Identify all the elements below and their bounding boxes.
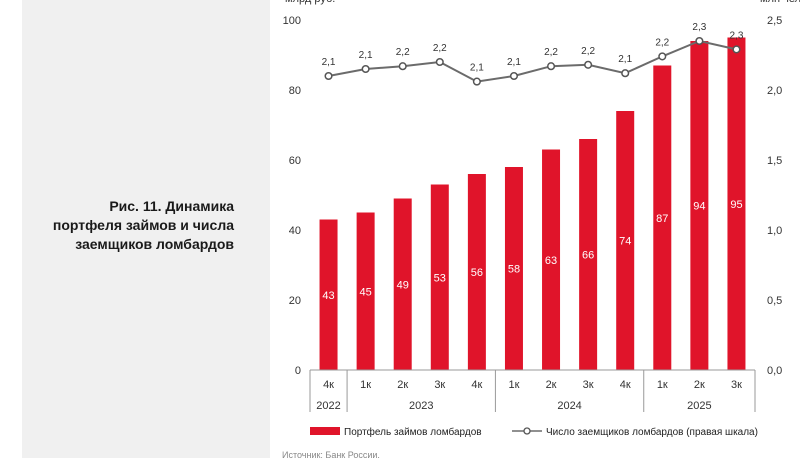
left-axis-tick: 60 xyxy=(289,155,301,167)
legend-swatch-bars xyxy=(310,427,340,435)
category-label: 4к xyxy=(471,379,482,391)
bar xyxy=(356,212,375,370)
line-value-label: 2,2 xyxy=(433,43,447,54)
line-value-label: 2,2 xyxy=(655,37,669,48)
bar-value-label: 53 xyxy=(434,272,446,284)
caption-line: портфеля займов и числа xyxy=(52,217,234,233)
line-value-label: 2,1 xyxy=(322,57,336,68)
bar-value-label: 87 xyxy=(656,213,668,225)
bar-value-label: 66 xyxy=(582,250,594,262)
line-value-label: 2,3 xyxy=(692,22,706,33)
right-axis-tick: 1,5 xyxy=(767,155,782,167)
bar xyxy=(542,149,561,370)
category-label: 2к xyxy=(694,379,705,391)
left-axis-tick: 20 xyxy=(289,295,301,307)
bar-value-label: 95 xyxy=(730,199,742,211)
bar xyxy=(690,41,709,370)
category-label: 4к xyxy=(323,379,334,391)
caption-panel xyxy=(22,0,270,458)
line-point xyxy=(546,62,556,71)
line-value-label: 2,1 xyxy=(359,50,373,61)
bar xyxy=(504,167,523,370)
bar-value-label: 74 xyxy=(619,236,631,248)
bar xyxy=(727,37,746,370)
line-series xyxy=(328,39,737,83)
right-axis-tick: 1,0 xyxy=(767,225,782,237)
bar xyxy=(616,111,635,370)
bar-value-label: 49 xyxy=(397,279,409,291)
category-label: 3к xyxy=(583,379,594,391)
category-label: 2к xyxy=(397,379,408,391)
left-axis-unit: млрд руб. xyxy=(285,0,335,5)
line-point xyxy=(584,60,593,69)
line-point xyxy=(695,36,704,46)
caption-line: заемщиков ломбардов xyxy=(75,236,234,252)
right-axis-unit: млн чел. xyxy=(760,0,800,5)
bar xyxy=(579,139,598,370)
source-note: Источник: Банк России. xyxy=(282,450,380,460)
left-axis-tick: 80 xyxy=(289,85,301,97)
line-point xyxy=(361,64,370,74)
bar xyxy=(467,174,486,370)
bar-value-label: 45 xyxy=(360,286,372,298)
line-point xyxy=(509,71,519,81)
left-axis-tick: 0 xyxy=(295,365,301,377)
right-axis-tick: 2,0 xyxy=(767,85,782,97)
category-label: 2к xyxy=(546,379,557,391)
bar xyxy=(319,219,338,370)
legend-label-line: Число заемщиков ломбардов (правая шкала) xyxy=(546,426,758,438)
line-value-label: 2,2 xyxy=(581,46,595,57)
year-label: 2023 xyxy=(409,400,433,412)
line-value-label: 2,2 xyxy=(396,47,410,58)
category-label: 1к xyxy=(360,379,371,391)
right-axis-tick: 0,0 xyxy=(767,365,782,377)
line-point xyxy=(324,71,333,81)
line-point xyxy=(472,77,481,86)
bar-value-label: 43 xyxy=(322,290,334,302)
caption-line: Рис. 11. Динамика xyxy=(109,198,234,214)
line-point xyxy=(732,45,741,54)
line-value-label: 2,2 xyxy=(544,47,558,58)
line-value-label: 2,3 xyxy=(730,30,744,41)
right-axis-tick: 0,5 xyxy=(767,295,782,307)
year-label: 2024 xyxy=(557,400,581,412)
line-point xyxy=(658,52,667,61)
left-axis-tick: 40 xyxy=(289,225,301,237)
category-label: 3к xyxy=(434,379,445,391)
left-axis-tick: 100 xyxy=(283,15,301,27)
bar-value-label: 94 xyxy=(693,201,705,213)
figure-caption: Рис. 11. Динамика портфеля займов и числ… xyxy=(26,197,234,254)
line-point xyxy=(435,57,444,67)
chart: млрд руб. млн чел. 0 20 40 60 80 100 0,0 0,5 1,0 1,… xyxy=(283,0,800,438)
bar-value-label: 63 xyxy=(545,255,557,267)
line-value-label: 2,1 xyxy=(618,54,632,65)
category-label: 1к xyxy=(657,379,668,391)
year-label: 2025 xyxy=(687,400,711,412)
category-label: 1к xyxy=(508,379,519,391)
category-label: 3к xyxy=(731,379,742,391)
right-axis-tick: 2,5 xyxy=(767,15,782,27)
category-label: 4к xyxy=(620,379,631,391)
line-point xyxy=(621,69,630,78)
legend-label-bars: Портфель займов ломбардов xyxy=(344,426,482,438)
line-value-label: 2,1 xyxy=(507,57,521,68)
bar-value-label: 56 xyxy=(471,267,483,279)
year-label: 2022 xyxy=(316,400,340,412)
line-value-label: 2,1 xyxy=(470,63,484,74)
line-point xyxy=(398,62,407,71)
bar xyxy=(393,198,412,370)
bar xyxy=(653,65,672,370)
bar-value-label: 58 xyxy=(508,264,520,276)
legend-marker-sample xyxy=(523,427,531,435)
bar xyxy=(430,184,449,370)
